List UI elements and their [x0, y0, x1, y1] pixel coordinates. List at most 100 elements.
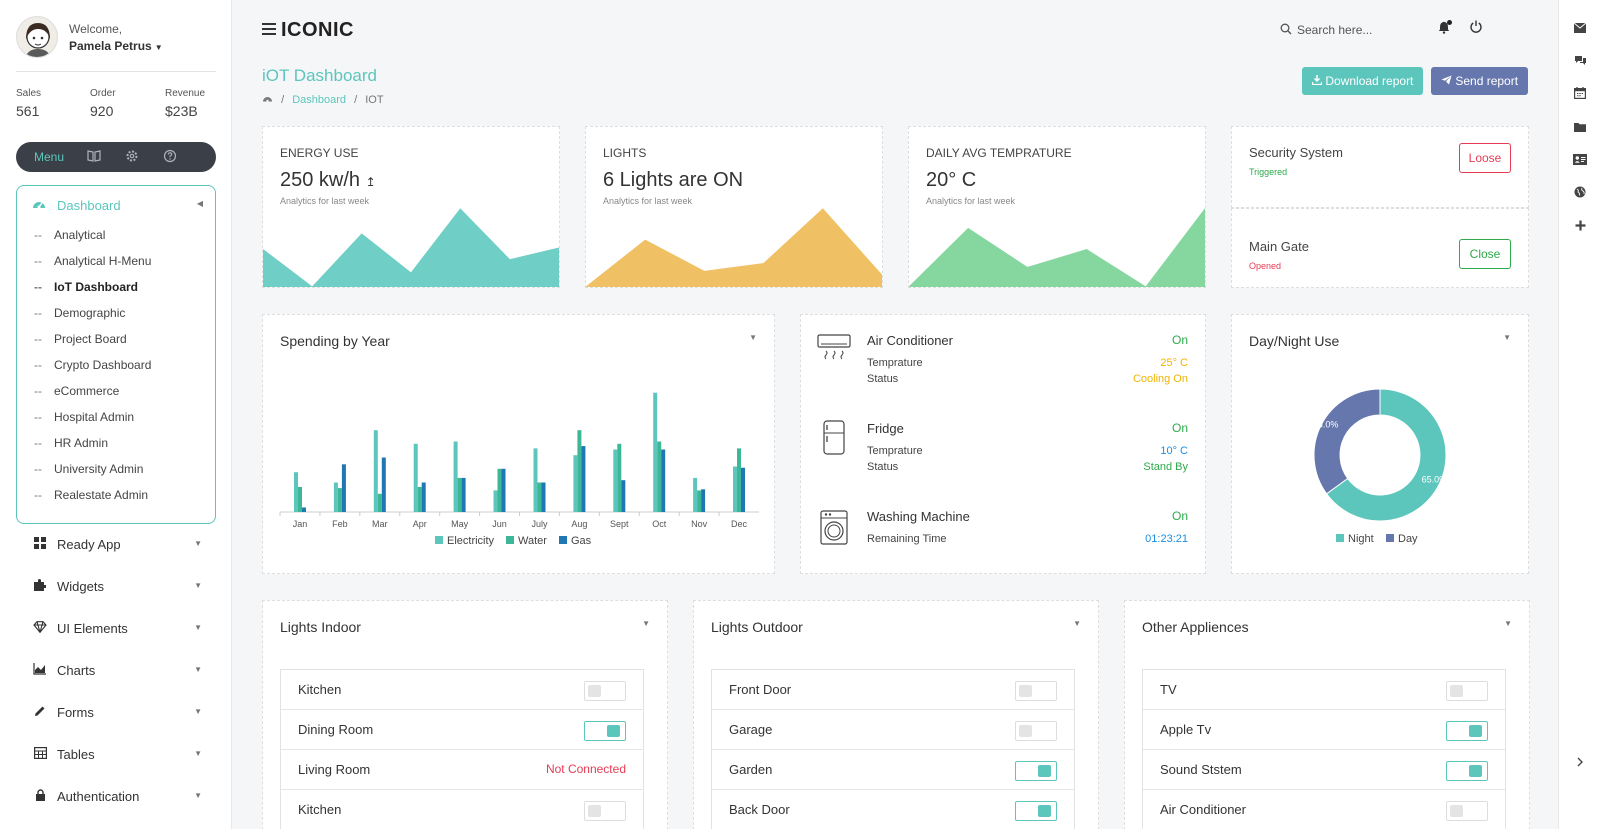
bar-water-aug[interactable] [577, 430, 582, 512]
legend-item-gas[interactable]: Gas [559, 535, 592, 547]
card-menu-caret-icon[interactable]: ▼ [1503, 333, 1511, 342]
bar-gas-dec[interactable] [741, 467, 745, 512]
avatar[interactable] [16, 16, 58, 58]
sidebar-subitem-ecommerce[interactable]: -- eCommerce [34, 384, 120, 398]
bar-electricity-feb[interactable] [333, 482, 338, 513]
donut-slice-day[interactable] [1313, 388, 1381, 495]
card-menu-caret-icon[interactable]: ▼ [749, 333, 757, 342]
toggle-switch[interactable] [1015, 801, 1057, 821]
comments-icon[interactable] [1559, 53, 1600, 71]
toggle-switch[interactable] [584, 801, 626, 821]
toggle-switch[interactable] [1446, 801, 1488, 821]
send-report-button[interactable]: Send report [1431, 67, 1529, 95]
bar-water-apr[interactable] [417, 487, 422, 512]
bar-electricity-mar[interactable] [373, 430, 378, 512]
globe-icon[interactable] [1559, 185, 1600, 203]
bar-water-july[interactable] [537, 482, 542, 513]
sidebar-item-authentication[interactable]: Authentication ▼ [16, 777, 216, 817]
book-icon[interactable] [86, 149, 102, 165]
toggle-switch[interactable] [1015, 721, 1057, 741]
sidebar-item-charts[interactable]: Charts ▼ [16, 651, 216, 691]
bar-gas-aug[interactable] [581, 446, 586, 512]
bar-electricity-july[interactable] [533, 448, 538, 512]
bar-water-may[interactable] [457, 477, 462, 512]
bar-gas-sept[interactable] [621, 480, 626, 512]
folder-icon[interactable] [1559, 119, 1600, 137]
tab-menu[interactable]: Menu [34, 150, 65, 164]
bar-water-nov[interactable] [697, 490, 702, 512]
download-report-button[interactable]: Download report [1302, 67, 1424, 95]
hamburger-menu-icon[interactable] [262, 22, 276, 40]
bar-water-mar[interactable] [377, 493, 382, 512]
sidebar-item-widgets[interactable]: Widgets ▼ [16, 567, 216, 607]
toggle-switch[interactable] [1446, 681, 1488, 701]
calendar-icon[interactable] [1559, 86, 1600, 104]
bar-water-jan[interactable] [298, 487, 302, 512]
bar-gas-feb[interactable] [341, 464, 346, 512]
user-name-dropdown[interactable]: Pamela Petrus ▼ [69, 39, 163, 53]
breadcrumb-dashboard-link[interactable]: Dashboard [292, 94, 347, 106]
plus-icon[interactable] [1559, 218, 1600, 236]
power-icon[interactable] [1470, 20, 1482, 36]
sidebar-subitem-university-admin[interactable]: -- University Admin [34, 462, 144, 476]
sidebar-item-ui-elements[interactable]: UI Elements ▼ [16, 609, 216, 649]
dashboard-icon[interactable] [262, 94, 273, 106]
toggle-switch[interactable] [1015, 761, 1057, 781]
card-menu-caret-icon[interactable]: ▼ [1504, 619, 1512, 628]
bar-gas-jun[interactable] [501, 468, 506, 512]
toggle-switch[interactable] [1446, 721, 1488, 741]
loose-button[interactable]: Loose [1459, 143, 1511, 173]
search-input[interactable] [1297, 20, 1427, 40]
address-card-icon[interactable] [1559, 152, 1600, 170]
bar-gas-oct[interactable] [661, 449, 666, 513]
card-menu-caret-icon[interactable]: ▼ [1073, 619, 1081, 628]
bar-electricity-dec[interactable] [733, 466, 737, 513]
card-menu-caret-icon[interactable]: ▼ [642, 619, 650, 628]
sidebar-item-dashboard[interactable]: Dashboard ◀ [17, 186, 215, 224]
bar-gas-july[interactable] [541, 482, 546, 513]
sidebar-item-forms[interactable]: Forms ▼ [16, 693, 216, 733]
bar-electricity-jun[interactable] [493, 490, 498, 512]
bar-electricity-aug[interactable] [573, 455, 578, 512]
sidebar-subitem-project-board[interactable]: -- Project Board [34, 332, 127, 346]
close-gate-button[interactable]: Close [1459, 239, 1511, 269]
legend-item-night[interactable]: Night [1336, 533, 1374, 545]
bar-electricity-apr[interactable] [413, 443, 418, 512]
bar-electricity-sept[interactable] [613, 449, 618, 513]
toggle-switch[interactable] [1015, 681, 1057, 701]
toggle-switch[interactable] [1446, 761, 1488, 781]
sidebar-subitem-analytical[interactable]: -- Analytical [34, 228, 106, 242]
bar-gas-may[interactable] [461, 477, 466, 512]
bar-electricity-may[interactable] [453, 441, 458, 513]
bar-water-jun[interactable] [497, 468, 502, 512]
brand-logo[interactable]: ICONIC [281, 19, 354, 41]
donut-slice-night[interactable] [1325, 388, 1447, 522]
toggle-switch[interactable] [584, 681, 626, 701]
sidebar-subitem-iot-dashboard[interactable]: -- IoT Dashboard [34, 280, 139, 294]
bar-gas-apr[interactable] [421, 482, 426, 513]
bar-water-feb[interactable] [337, 488, 342, 512]
chevron-right-icon[interactable] [1559, 754, 1600, 772]
sidebar-subitem-demographic[interactable]: -- Demographic [34, 306, 126, 320]
gear-icon[interactable] [124, 149, 140, 165]
bar-electricity-nov[interactable] [693, 477, 698, 512]
sidebar-item-ready-app[interactable]: Ready App ▼ [16, 525, 216, 565]
toggle-switch[interactable] [584, 721, 626, 741]
bar-gas-nov[interactable] [701, 489, 706, 512]
bar-water-oct[interactable] [657, 441, 662, 513]
sidebar-subitem-hr-admin[interactable]: -- HR Admin [34, 436, 109, 450]
sidebar-item-tables[interactable]: Tables ▼ [16, 735, 216, 775]
bar-water-sept[interactable] [617, 443, 622, 512]
bar-gas-jan[interactable] [302, 507, 306, 513]
notification-bell-icon[interactable] [1438, 20, 1452, 37]
bar-water-dec[interactable] [737, 448, 741, 512]
legend-item-day[interactable]: Day [1386, 533, 1418, 545]
sidebar-subitem-hospital-admin[interactable]: -- Hospital Admin [34, 410, 135, 424]
bar-electricity-oct[interactable] [653, 392, 658, 512]
bar-gas-mar[interactable] [381, 457, 386, 513]
bar-electricity-jan[interactable] [294, 472, 298, 512]
mail-icon[interactable] [1559, 20, 1600, 38]
sidebar-subitem-analytical-h-menu[interactable]: -- Analytical H-Menu [34, 254, 152, 268]
sidebar-subitem-realestate-admin[interactable]: -- Realestate Admin [34, 488, 149, 502]
help-icon[interactable] [162, 149, 178, 165]
